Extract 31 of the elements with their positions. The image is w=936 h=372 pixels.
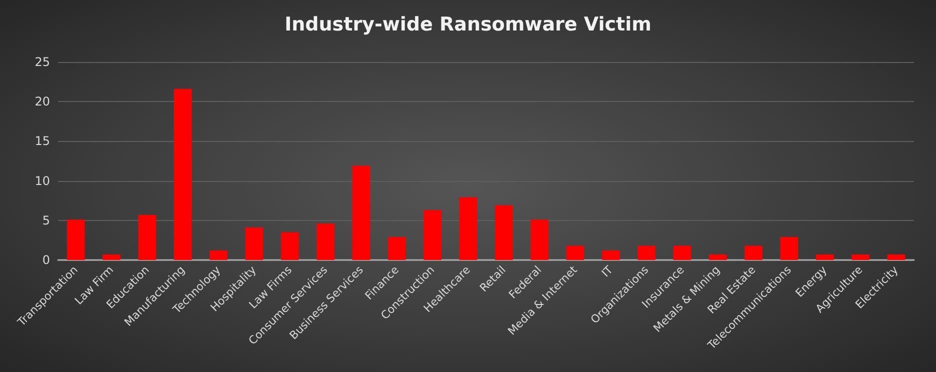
bar	[816, 254, 834, 260]
bar	[638, 246, 656, 260]
bar	[174, 88, 192, 260]
bar	[887, 254, 906, 260]
y-tick-label: 10	[34, 174, 50, 188]
bar	[673, 246, 692, 260]
bar	[66, 220, 85, 260]
bar	[708, 254, 727, 260]
y-tick-label: 0	[42, 253, 50, 267]
bar	[245, 228, 264, 260]
y-tick-label: 15	[34, 134, 50, 148]
y-tick-label: 20	[34, 94, 50, 109]
bar	[316, 224, 334, 260]
bar	[566, 246, 584, 260]
bar	[138, 214, 156, 260]
bar	[852, 254, 870, 260]
bar	[388, 237, 406, 260]
bar	[602, 250, 620, 260]
bar	[210, 250, 228, 260]
bar	[744, 246, 762, 260]
chart-title: Industry-wide Ransomware Victim	[284, 14, 652, 36]
bar	[102, 254, 120, 260]
bar	[352, 166, 370, 260]
bar	[424, 210, 442, 260]
bar	[494, 205, 513, 260]
bar	[780, 237, 798, 260]
y-tick-label: 25	[34, 55, 50, 69]
bar	[280, 232, 299, 260]
bar	[530, 220, 548, 260]
bar	[459, 197, 478, 260]
y-tick-label: 5	[42, 213, 50, 228]
